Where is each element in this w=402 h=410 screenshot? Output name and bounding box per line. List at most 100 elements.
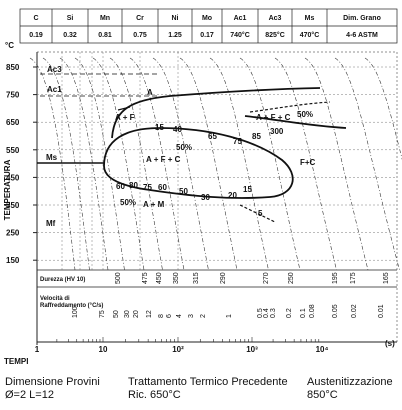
y-axis-title: TEMPERATURA bbox=[3, 159, 12, 220]
region-label: 50% bbox=[176, 143, 192, 152]
cooling-rate-value: 100 bbox=[72, 306, 79, 318]
curve-label: 75 bbox=[233, 137, 242, 146]
table-header: Ms bbox=[305, 15, 315, 22]
table-value: 470°C bbox=[300, 31, 320, 39]
cooling-rate-value: 12 bbox=[146, 310, 153, 318]
x-tick-label: 10³ bbox=[246, 345, 258, 354]
cooling-curve bbox=[129, 57, 185, 271]
specimen-value: Ø=2 L=12 bbox=[5, 389, 54, 401]
y-tick-label: 650 bbox=[6, 118, 20, 127]
cooling-curve bbox=[274, 57, 337, 271]
footer: Dimensione Provini Ø=2 L=12 Trattamento … bbox=[5, 376, 393, 401]
cooling-rate-value: 2 bbox=[200, 314, 207, 318]
cooling-curve bbox=[364, 57, 402, 160]
hardness-value: 315 bbox=[193, 272, 200, 284]
cooling-rate-value: 1 bbox=[226, 314, 233, 318]
table-header: Cr bbox=[136, 15, 144, 22]
chart-frame bbox=[36, 51, 398, 345]
curve-label: 300 bbox=[270, 127, 284, 136]
region-label: Ac3 bbox=[47, 65, 62, 74]
cooling-rate-value: 50 bbox=[113, 310, 120, 318]
cooling-rate-value: 0.05 bbox=[332, 304, 339, 318]
cooling-rate-value: 0.1 bbox=[300, 308, 307, 318]
cooling-rate-value: 0.01 bbox=[378, 304, 385, 318]
y-tick-label: 850 bbox=[6, 63, 20, 72]
hardness-value: 475 bbox=[142, 272, 149, 284]
table-value: 0.75 bbox=[133, 32, 147, 39]
table-header: C bbox=[33, 15, 38, 22]
hardness-value: 270 bbox=[263, 272, 270, 284]
region-label: Mf bbox=[46, 219, 56, 228]
table-value: 4-6 ASTM bbox=[346, 32, 378, 39]
curve-label: 65 bbox=[208, 132, 217, 141]
transformation-lines bbox=[37, 73, 347, 223]
cooling-curve bbox=[109, 57, 163, 271]
y-tick-label: 750 bbox=[6, 91, 20, 100]
rate-label-1: Velocità di bbox=[40, 296, 70, 302]
grid bbox=[37, 52, 397, 270]
region-label: A + F + C bbox=[256, 113, 291, 122]
region-label: A + F bbox=[115, 113, 135, 122]
region-label: A + M bbox=[143, 200, 165, 209]
curve-label: 60 bbox=[116, 182, 125, 191]
hardness-value: 450 bbox=[156, 272, 163, 284]
cooling-curve bbox=[209, 57, 269, 271]
hardness-value: 290 bbox=[220, 272, 227, 284]
table-header: Ac1 bbox=[234, 15, 247, 22]
region-label: 50% bbox=[297, 110, 313, 119]
cooling-rate-value: 0.4 bbox=[263, 308, 270, 318]
hardness-value: 165 bbox=[383, 272, 390, 284]
region-label: A + F + C bbox=[146, 155, 181, 164]
table-header: Mo bbox=[202, 15, 212, 22]
cooling-curves bbox=[29, 57, 402, 271]
specimen-title: Dimensione Provini bbox=[5, 376, 100, 388]
austenite-value: 850°C bbox=[307, 389, 338, 401]
cooling-curve bbox=[239, 57, 301, 271]
table-value: 0.19 bbox=[29, 32, 43, 39]
hardness-value: 350 bbox=[173, 272, 180, 284]
curve-label: 15 bbox=[155, 123, 164, 132]
cooling-rate-value: 6 bbox=[166, 314, 173, 318]
treatment-title: Trattamento Termico Precedente bbox=[128, 376, 288, 388]
table-header: Si bbox=[67, 15, 74, 22]
x-tick-label: 1 bbox=[35, 345, 40, 354]
curve-label: 50 bbox=[179, 187, 188, 196]
region-label: Ms bbox=[46, 153, 58, 162]
cooling-rate-value: 8 bbox=[158, 314, 165, 318]
cooling-rate-value: 0.2 bbox=[286, 308, 293, 318]
cooling-curve bbox=[179, 57, 238, 271]
cooling-rate-value: 0.5 bbox=[257, 308, 264, 318]
table-value: 0.32 bbox=[63, 32, 77, 39]
y-tick-label: 550 bbox=[6, 146, 20, 155]
cooling-rate-value: 75 bbox=[99, 310, 106, 318]
table-value: 1.25 bbox=[168, 32, 182, 39]
curve-label: 5 bbox=[258, 209, 263, 218]
cooling-rate-value: 4 bbox=[176, 314, 183, 318]
table-value: 825°C bbox=[265, 31, 285, 39]
cooling-curve bbox=[29, 57, 76, 271]
cooling-rate-value: 20 bbox=[133, 310, 140, 318]
cooling-curve bbox=[74, 57, 125, 271]
x-tick-label: 10² bbox=[172, 345, 184, 354]
y-tick-label: 250 bbox=[6, 229, 20, 238]
cooling-curve bbox=[152, 57, 209, 271]
hardness-value: 250 bbox=[288, 272, 295, 284]
cooling-curve bbox=[334, 57, 400, 271]
rate-label-2: Raffreddamento (°C/s) bbox=[40, 303, 103, 309]
curve-label: 80 bbox=[129, 181, 138, 190]
x-tick-label: 10⁴ bbox=[316, 345, 329, 354]
curve-label: 85 bbox=[252, 132, 261, 141]
curve-label: 30 bbox=[201, 193, 210, 202]
cooling-rate-value: 0.08 bbox=[309, 304, 316, 318]
x-axis-title: TEMPI bbox=[4, 357, 28, 366]
table-header: Ni bbox=[172, 15, 179, 22]
hardness-value: 175 bbox=[350, 272, 357, 284]
cooling-rate-value: 0.3 bbox=[270, 308, 277, 318]
curve-label: 40 bbox=[173, 125, 182, 134]
y-tick-label: 350 bbox=[6, 201, 20, 210]
hardness-label: Durezza (HV 10) bbox=[40, 277, 85, 283]
region-label: 50% bbox=[120, 198, 136, 207]
y-tick-label: 450 bbox=[6, 173, 20, 182]
austenite-title: Austenitizzazione bbox=[307, 376, 393, 388]
